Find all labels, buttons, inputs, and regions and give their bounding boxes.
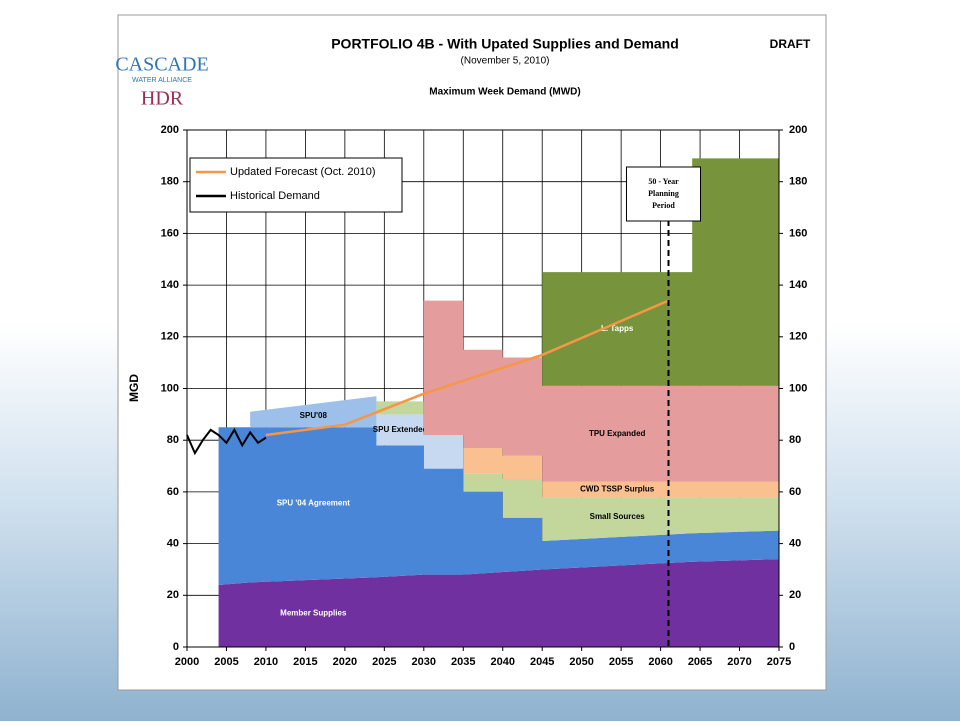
- x-tick-label: 2065: [688, 656, 712, 668]
- area: [218, 559, 779, 647]
- area: [218, 427, 779, 585]
- y-axis-label: MGD: [127, 374, 141, 402]
- area-label: Small Sources: [590, 512, 646, 521]
- y-tick-label: 60: [167, 486, 179, 498]
- y2-tick-label: 60: [789, 486, 801, 498]
- area: [218, 396, 779, 498]
- chart-title: PORTFOLIO 4B - With Upated Supplies and …: [331, 36, 679, 52]
- y-tick-label: 40: [167, 538, 179, 550]
- area: [218, 300, 779, 482]
- area-label: SPU'08: [300, 411, 328, 420]
- y-tick-label: 200: [161, 124, 179, 136]
- y2-tick-label: 80: [789, 434, 801, 446]
- y2-tick-label: 160: [789, 227, 807, 239]
- annotation: 50 - Year Planning Period: [648, 177, 679, 210]
- y2-tick-label: 180: [789, 176, 807, 188]
- y2-tick-label: 0: [789, 641, 795, 653]
- y2-tick-label: 200: [789, 124, 807, 136]
- logo-name: CASCADE: [115, 54, 208, 76]
- x-tick-label: 2030: [412, 656, 436, 668]
- x-tick-label: 2045: [530, 656, 554, 668]
- y-tick-label: 120: [161, 331, 179, 343]
- chart-heading: Maximum Week Demand (MWD): [429, 87, 581, 98]
- x-tick-label: 2055: [609, 656, 633, 668]
- y-tick-label: 160: [161, 227, 179, 239]
- y-tick-label: 0: [173, 641, 179, 653]
- area-label: L. Tapps: [601, 324, 634, 333]
- area: [218, 396, 779, 542]
- chart-subtitle: (November 5, 2010): [461, 56, 550, 67]
- y-tick-label: 140: [161, 279, 179, 291]
- y2-tick-label: 100: [789, 382, 807, 394]
- area-label: Member Supplies: [280, 609, 347, 618]
- line: [265, 299, 669, 437]
- y2-tick-label: 40: [789, 538, 801, 550]
- legend-label: Historical Demand: [230, 190, 320, 202]
- x-tick-label: 2000: [175, 656, 199, 668]
- line: [186, 427, 267, 456]
- legend-label: Updated Forecast (Oct. 2010): [230, 166, 376, 178]
- area-label: SPU Extended: [373, 425, 428, 434]
- x-tick-label: 2025: [372, 656, 396, 668]
- area: [218, 158, 779, 428]
- partner-logo: HDR: [141, 88, 184, 110]
- x-tick-label: 2010: [254, 656, 278, 668]
- y-tick-label: 80: [167, 434, 179, 446]
- y2-tick-label: 120: [789, 331, 807, 343]
- y2-tick-label: 20: [789, 589, 801, 601]
- plot-frame: [186, 129, 780, 648]
- area-label: CWD TSSP Surplus: [580, 484, 655, 493]
- draft-label: DRAFT: [770, 37, 811, 51]
- y2-tick-label: 140: [789, 279, 807, 291]
- x-tick-label: 2020: [333, 656, 357, 668]
- area-label: SPU '04 Agreement: [277, 499, 351, 508]
- annotation-box: [625, 166, 701, 222]
- y-tick-label: 20: [167, 589, 179, 601]
- legend: [189, 157, 403, 213]
- y-tick-label: 100: [161, 382, 179, 394]
- area-label: TPU Expanded: [589, 429, 646, 438]
- area: [218, 396, 779, 542]
- x-tick-label: 2005: [214, 656, 238, 668]
- logo-sub: WATER ALLIANCE: [132, 77, 192, 84]
- x-tick-label: 2070: [727, 656, 751, 668]
- x-tick-label: 2050: [569, 656, 593, 668]
- y-tick-label: 180: [161, 176, 179, 188]
- x-tick-label: 2060: [648, 656, 672, 668]
- x-tick-label: 2015: [293, 656, 317, 668]
- x-tick-label: 2035: [451, 656, 475, 668]
- x-tick-label: 2040: [490, 656, 514, 668]
- x-tick-label: 2075: [767, 656, 791, 668]
